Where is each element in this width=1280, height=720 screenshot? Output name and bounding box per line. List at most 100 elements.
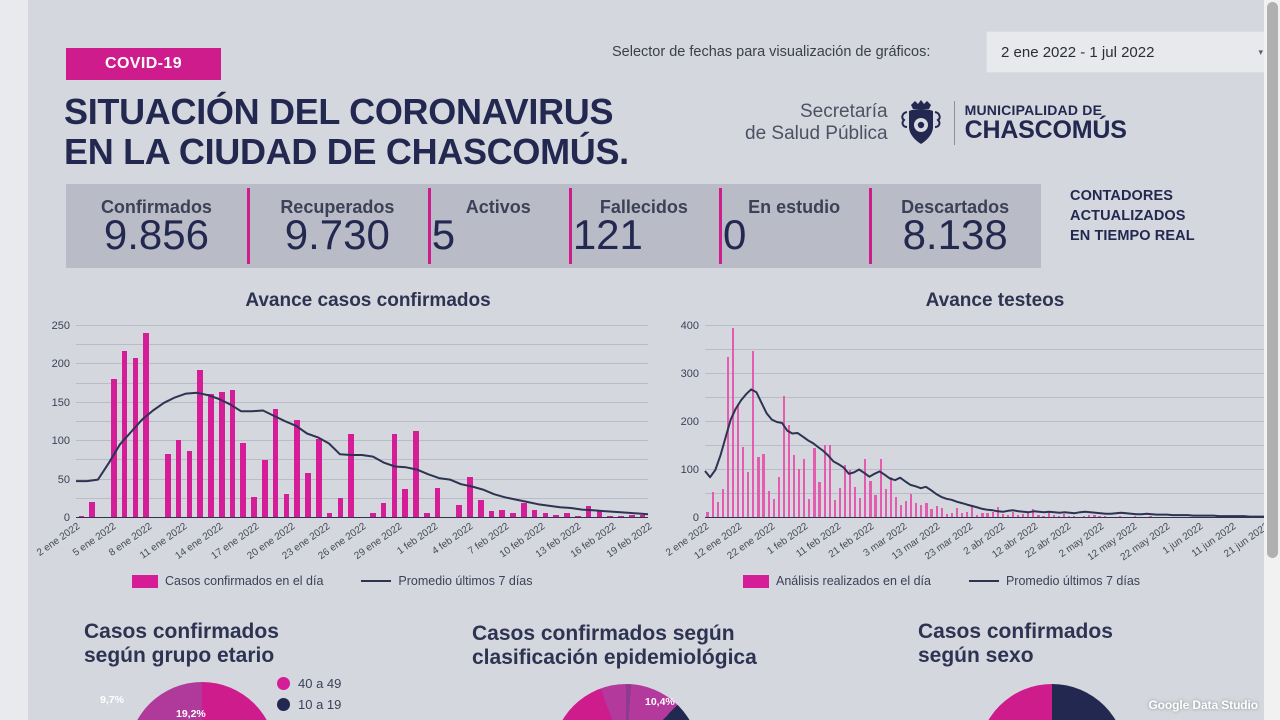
bar[interactable]: [894, 496, 897, 518]
bar[interactable]: [991, 512, 994, 518]
bar[interactable]: [456, 504, 462, 518]
bar[interactable]: [996, 507, 999, 518]
bar[interactable]: [726, 357, 729, 518]
legend-item-average[interactable]: Promedio últimos 7 días: [968, 574, 1140, 588]
bar[interactable]: [798, 468, 801, 518]
bar[interactable]: [711, 491, 714, 518]
bar[interactable]: [477, 499, 484, 518]
bar[interactable]: [721, 488, 724, 518]
bar[interactable]: [976, 514, 979, 518]
bar[interactable]: [787, 424, 791, 518]
bar[interactable]: [859, 498, 862, 518]
bar[interactable]: [251, 497, 257, 518]
bar[interactable]: [488, 511, 495, 518]
bar[interactable]: [423, 512, 430, 518]
bar[interactable]: [767, 491, 770, 518]
bar[interactable]: [793, 454, 796, 518]
bar[interactable]: [706, 512, 709, 518]
bar[interactable]: [369, 513, 376, 518]
bar[interactable]: [986, 513, 989, 518]
bar[interactable]: [391, 434, 398, 518]
bar[interactable]: [961, 513, 964, 518]
bar[interactable]: [910, 494, 913, 518]
bar[interactable]: [1022, 514, 1025, 518]
bar[interactable]: [869, 480, 872, 518]
bar[interactable]: [402, 488, 408, 518]
bar[interactable]: [757, 457, 760, 518]
bar[interactable]: [884, 489, 887, 518]
bar[interactable]: [747, 471, 750, 518]
bar[interactable]: [208, 393, 214, 518]
bar[interactable]: [229, 389, 236, 518]
bar[interactable]: [813, 447, 816, 518]
bar[interactable]: [1032, 508, 1035, 518]
bar[interactable]: [803, 459, 806, 518]
bar[interactable]: [915, 503, 918, 518]
bar[interactable]: [772, 498, 775, 518]
bar[interactable]: [945, 513, 948, 518]
bar[interactable]: [879, 458, 882, 518]
pie-legend-item[interactable]: 40 a 49: [277, 676, 341, 691]
bar[interactable]: [1011, 512, 1015, 518]
bar[interactable]: [854, 486, 857, 518]
page-scrollbar-thumb[interactable]: [1267, 2, 1278, 558]
bar[interactable]: [818, 481, 821, 518]
bar[interactable]: [905, 500, 908, 518]
bar[interactable]: [316, 438, 322, 518]
bar[interactable]: [940, 508, 943, 518]
bar[interactable]: [889, 477, 892, 518]
bar[interactable]: [510, 513, 516, 518]
bar[interactable]: [272, 408, 279, 518]
bar[interactable]: [89, 501, 95, 518]
bar[interactable]: [731, 327, 735, 518]
bar[interactable]: [849, 470, 852, 518]
bar[interactable]: [737, 403, 740, 518]
bar[interactable]: [742, 447, 745, 518]
bar[interactable]: [639, 514, 646, 518]
bar[interactable]: [467, 477, 473, 518]
legend-item-average[interactable]: Promedio últimos 7 días: [361, 574, 533, 588]
bar[interactable]: [326, 512, 333, 518]
bar[interactable]: [838, 488, 841, 518]
legend-item-bars[interactable]: Casos confirmados en el día: [132, 574, 323, 588]
bar[interactable]: [777, 476, 780, 518]
bar[interactable]: [1062, 513, 1065, 518]
bar[interactable]: [1047, 511, 1050, 518]
bar[interactable]: [186, 451, 193, 518]
page-scrollbar[interactable]: [1264, 0, 1280, 720]
bar[interactable]: [110, 379, 117, 518]
bar[interactable]: [935, 505, 938, 518]
bar[interactable]: [143, 332, 149, 518]
bar[interactable]: [925, 503, 928, 518]
bar[interactable]: [262, 460, 268, 518]
pie-legend-item[interactable]: 10 a 19: [277, 697, 341, 712]
bar[interactable]: [966, 512, 969, 518]
bar[interactable]: [413, 431, 419, 518]
bar[interactable]: [971, 504, 974, 518]
bar[interactable]: [716, 502, 719, 518]
bar[interactable]: [521, 503, 527, 518]
chevron-down-icon[interactable]: ▾: [1258, 46, 1263, 57]
bar[interactable]: [337, 498, 344, 518]
bar[interactable]: [823, 445, 826, 518]
bar[interactable]: [132, 358, 139, 518]
bar[interactable]: [833, 499, 836, 518]
bar[interactable]: [305, 473, 311, 518]
bar[interactable]: [782, 395, 785, 518]
bar[interactable]: [240, 442, 247, 518]
bar[interactable]: [950, 513, 953, 518]
bar[interactable]: [564, 513, 570, 518]
bar[interactable]: [920, 505, 923, 518]
bar[interactable]: [828, 444, 831, 518]
legend-item-bars[interactable]: Análisis realizados en el día: [743, 574, 931, 588]
bar[interactable]: [899, 505, 903, 518]
bar[interactable]: [596, 510, 603, 518]
bar[interactable]: [585, 505, 592, 518]
bar[interactable]: [197, 369, 203, 518]
bar[interactable]: [981, 512, 984, 518]
bar[interactable]: [531, 510, 538, 518]
bar[interactable]: [218, 392, 225, 518]
bar[interactable]: [175, 439, 182, 518]
date-range-selector[interactable]: 2 ene 2022 - 1 jul 2022 ▾: [986, 31, 1278, 73]
bar[interactable]: [752, 351, 755, 518]
